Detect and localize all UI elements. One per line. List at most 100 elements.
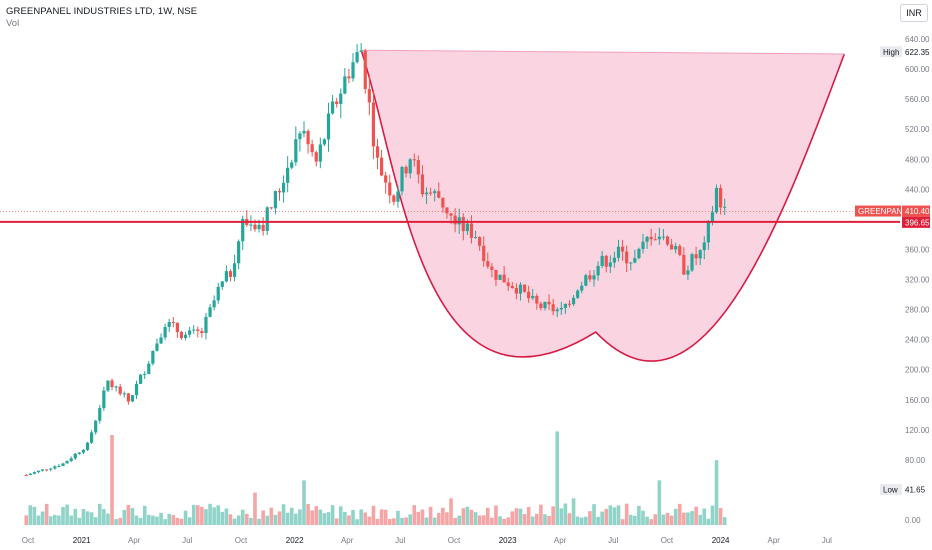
volume-bar [171,514,176,525]
volume-bar [269,507,274,525]
cup-fill [361,50,845,362]
candle-body [388,182,392,196]
volume-bar [57,515,61,525]
candle-body [380,157,384,176]
volume-bar [535,513,539,525]
volume-bar [77,517,82,525]
volume-bar [408,514,412,525]
volume-bar [216,505,221,525]
candle-body [604,255,608,267]
volume-bar [261,510,265,525]
volume-bar [183,510,188,525]
candle-body [412,159,416,161]
volume-bar [28,505,33,525]
time-tick-label: Apr [341,536,354,545]
high-value-bg [902,46,930,58]
candle-body [612,257,617,263]
candle-body [465,223,469,232]
candle-body [702,242,706,251]
price-tick-label: 160.00 [905,396,930,405]
candle-body [302,130,306,134]
high-value: 622.35 [905,48,930,57]
volume-bar [347,515,351,525]
candle-body [261,224,265,231]
price-tick-label: 80.00 [905,456,926,465]
cup-rim-line [361,49,845,55]
candle-body [690,254,694,271]
volume-bar [134,515,139,525]
volume-bar [146,514,151,525]
candle-body [326,113,331,140]
volume-bar [220,511,225,525]
price-axis[interactable]: 640.00600.00560.00520.00480.00440.00400.… [905,35,930,525]
volume-bar [526,507,531,525]
volume-bar [465,506,470,525]
candle-body [576,290,580,298]
candle-body [49,468,53,470]
price-tick-label: 600.00 [905,65,930,74]
candle-body [633,258,637,263]
candle-body [175,322,179,333]
volume-bar [318,509,323,525]
candle-body [286,167,290,183]
time-tick-label: Jul [182,536,192,545]
volume-bar [702,508,707,525]
candle-body [61,463,65,466]
lines [0,211,900,223]
volume-bar [73,508,78,525]
candle-body [396,191,400,202]
volume-bar [240,509,245,525]
candle-body [551,304,555,312]
time-axis[interactable]: Oct 2021 Apr Jul Oct 2022 Apr Jul Oct 2023 Apr Jul O… [22,536,832,545]
candle-body [98,408,102,421]
candle-body [461,217,465,232]
candle-body [147,363,151,375]
candle-body [192,329,196,331]
candle-body [228,271,233,277]
candle-body [106,380,110,391]
candle-body [171,322,175,324]
candle-body [719,187,723,208]
volume-bar [624,503,629,525]
volume-bar [314,506,319,525]
volume-bar [592,504,596,525]
volume-bar [294,513,298,525]
volume-bars [24,431,727,525]
time-tick-label: 2021 [73,536,91,545]
volume-bar [718,508,723,525]
candle-body [212,300,216,308]
volume-bar [122,509,127,525]
volume-bar [653,514,658,525]
volume-bar [628,514,633,525]
candle-body [94,420,98,433]
candle-body [543,301,547,309]
candle-body [706,221,710,243]
volume-bar [89,512,94,525]
volume-bar [522,514,527,525]
volume-bar [375,518,380,525]
chart-title: GREENPANEL INDUSTRIES LTD, 1W, NSE [6,6,198,17]
volume-bar [126,505,131,525]
candle-body [531,295,535,299]
volume-bar [159,512,163,525]
candle-body [371,102,376,147]
candle-body [277,190,282,193]
volume-bar [690,511,694,525]
candle-body [159,337,163,344]
candle-body [665,236,670,245]
candle-body [339,93,343,104]
volume-bar [330,505,335,525]
low-value-bg [902,484,930,495]
volume-bar [61,506,65,525]
candle-body [678,246,682,255]
volume-bar [69,515,73,525]
candle-body [694,254,698,259]
candle-body [539,303,543,309]
volume-bar [657,480,662,525]
volume-bar [412,505,417,525]
currency-button[interactable]: INR [900,4,928,22]
volume-bar [110,435,114,525]
candle-body [567,303,572,305]
time-tick-label: Jul [395,536,405,545]
